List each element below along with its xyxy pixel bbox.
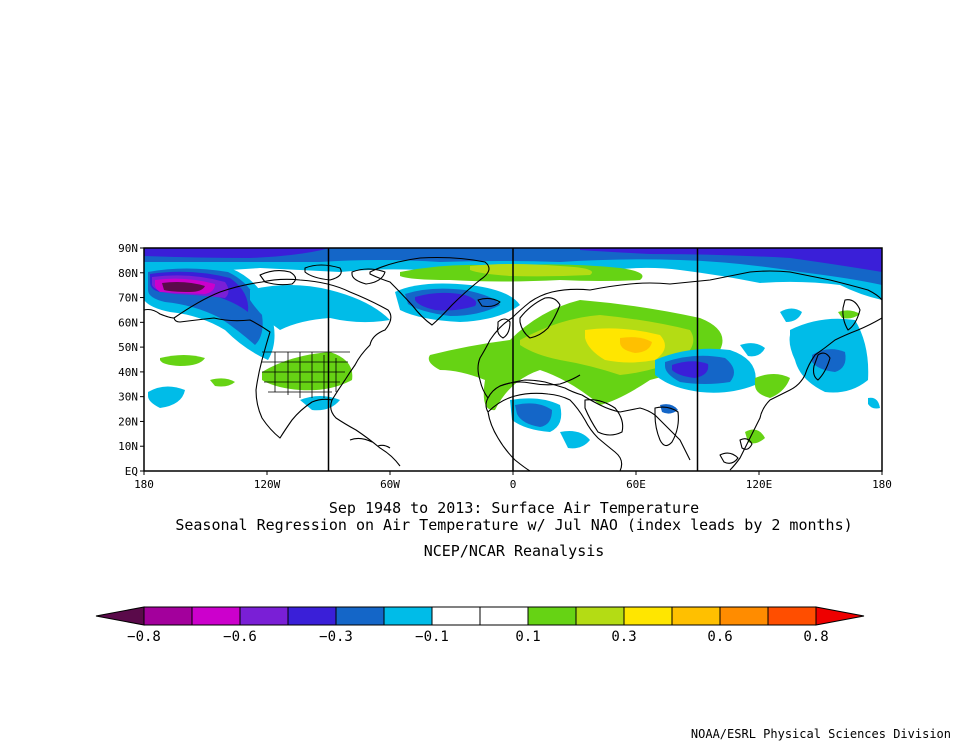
us-state-borders	[262, 351, 350, 398]
colorbar-swatch	[191, 606, 241, 626]
colorbar-tick-label: 0.8	[803, 629, 828, 645]
lon-tick-label: 180	[134, 478, 154, 491]
lon-tick-label: 120W	[254, 478, 281, 491]
lon-tick-label: 180	[872, 478, 892, 491]
colorbar-swatch	[239, 606, 289, 626]
field-patch-arctic-purple-west	[144, 248, 330, 258]
colorbar-swatch	[383, 606, 433, 626]
field-patch-usa-green	[262, 352, 353, 391]
lat-tick-label: 50N	[118, 341, 138, 354]
coastline-eurasia	[477, 270, 882, 471]
field-patch-northasia-cyan	[780, 308, 802, 322]
coastline-india	[654, 406, 679, 447]
colorbar-swatch	[671, 606, 721, 626]
lon-tick-label: 120E	[746, 478, 773, 491]
colorbar-tick-label: −0.8	[127, 629, 161, 645]
coastline-arabia	[584, 399, 624, 436]
coastline-alaska-west	[144, 308, 175, 319]
lon-tick-label: 60E	[626, 478, 646, 491]
us-state-lines-h	[262, 361, 348, 393]
colorbar: −0.8 −0.6 −0.3 −0.1 0.1 0.3 0.6 0.8	[95, 606, 865, 645]
field-patch-pacific-cyan	[148, 386, 185, 408]
colorbar-tick-label: 0.1	[515, 629, 540, 645]
title-line-2: Seasonal Regression on Air Temperature w…	[175, 516, 853, 534]
field-patch-arctic-purple	[580, 248, 882, 272]
coastline-uk	[497, 318, 511, 339]
field-patch-alaska-core	[162, 282, 205, 292]
lon-tick-label: 0	[510, 478, 517, 491]
title-line-1: Sep 1948 to 2013: Surface Air Temperatur…	[328, 499, 700, 517]
field-patch-eurasia-orange	[620, 337, 652, 353]
field-patch-pacific-cyan2	[868, 397, 880, 409]
lat-tick-label: 10N	[118, 440, 138, 453]
field-patch-eastafrica	[560, 431, 590, 449]
field-patch-canada	[250, 285, 390, 330]
field-patch-seasia-green	[745, 429, 765, 444]
colorbar-swatch	[767, 606, 817, 626]
colorbar-tick-label: 0.6	[707, 629, 732, 645]
latitude-axis: 90N 80N 70N 60N 50N 40N 30N 20N 10N EQ	[118, 242, 144, 478]
lat-tick-label: 40N	[118, 366, 138, 379]
longitude-axis: 180 120W 60W 0 60E 120E 180	[134, 471, 892, 491]
lat-tick-label: 90N	[118, 242, 138, 255]
coastline-iceland	[477, 297, 501, 308]
field-patch-pacific-green2	[210, 378, 235, 387]
lat-tick-label: 60N	[118, 316, 138, 329]
coastline-scandinavia	[519, 297, 561, 339]
colorbar-swatch	[527, 606, 577, 626]
colorbar-swatch	[335, 606, 385, 626]
field-patch-atlantic-core	[415, 292, 477, 311]
colorbar-swatch	[623, 606, 673, 626]
colorbar-swatch	[479, 606, 529, 626]
field-patch-india	[660, 404, 678, 414]
colorbar-tick-label: −0.6	[223, 629, 257, 645]
field-patch-pacific-green	[160, 355, 205, 366]
lat-tick-label: EQ	[125, 465, 138, 478]
coastline-mediterranean	[499, 374, 581, 387]
field-patch-eastasia-green	[755, 374, 790, 398]
coastline-north-america	[173, 278, 401, 467]
lat-tick-label: 70N	[118, 292, 138, 305]
colorbar-tick-label: −0.3	[319, 629, 353, 645]
colorbar-left-arrow	[95, 606, 145, 626]
credit-text: NOAA/ESRL Physical Sciences Division	[690, 727, 951, 741]
lon-tick-label: 60W	[380, 478, 400, 491]
lat-tick-label: 20N	[118, 415, 138, 428]
coastline-kamchatka	[842, 299, 861, 331]
colorbar-right-arrow	[815, 606, 865, 626]
field-patch-greenland-yellow	[470, 264, 592, 277]
field-patch-sahara-core	[515, 403, 552, 427]
coastline-arctic-islands	[259, 264, 386, 286]
colorbar-swatch	[143, 606, 193, 626]
colorbar-tick-label: −0.1	[415, 629, 449, 645]
colorbar-swatch	[431, 606, 481, 626]
colorbar-swatch	[287, 606, 337, 626]
coastline-se-asia	[719, 438, 753, 464]
lat-tick-label: 30N	[118, 391, 138, 404]
coastline-greenland	[369, 256, 490, 326]
coastline-africa	[487, 392, 623, 471]
lat-tick-label: 80N	[118, 267, 138, 280]
coastline-japan	[812, 352, 831, 381]
colorbar-tick-label: 0.3	[611, 629, 636, 645]
title-line-3: NCEP/NCAR Reanalysis	[423, 542, 605, 560]
colorbar-swatch	[719, 606, 769, 626]
field-patch-eastasia-small	[740, 343, 765, 357]
field-patch-centralasia-core	[672, 361, 709, 378]
us-state-lines-v	[274, 352, 337, 398]
coastline-caribbean	[349, 437, 391, 449]
colorbar-swatch	[575, 606, 625, 626]
coastlines	[144, 256, 882, 471]
